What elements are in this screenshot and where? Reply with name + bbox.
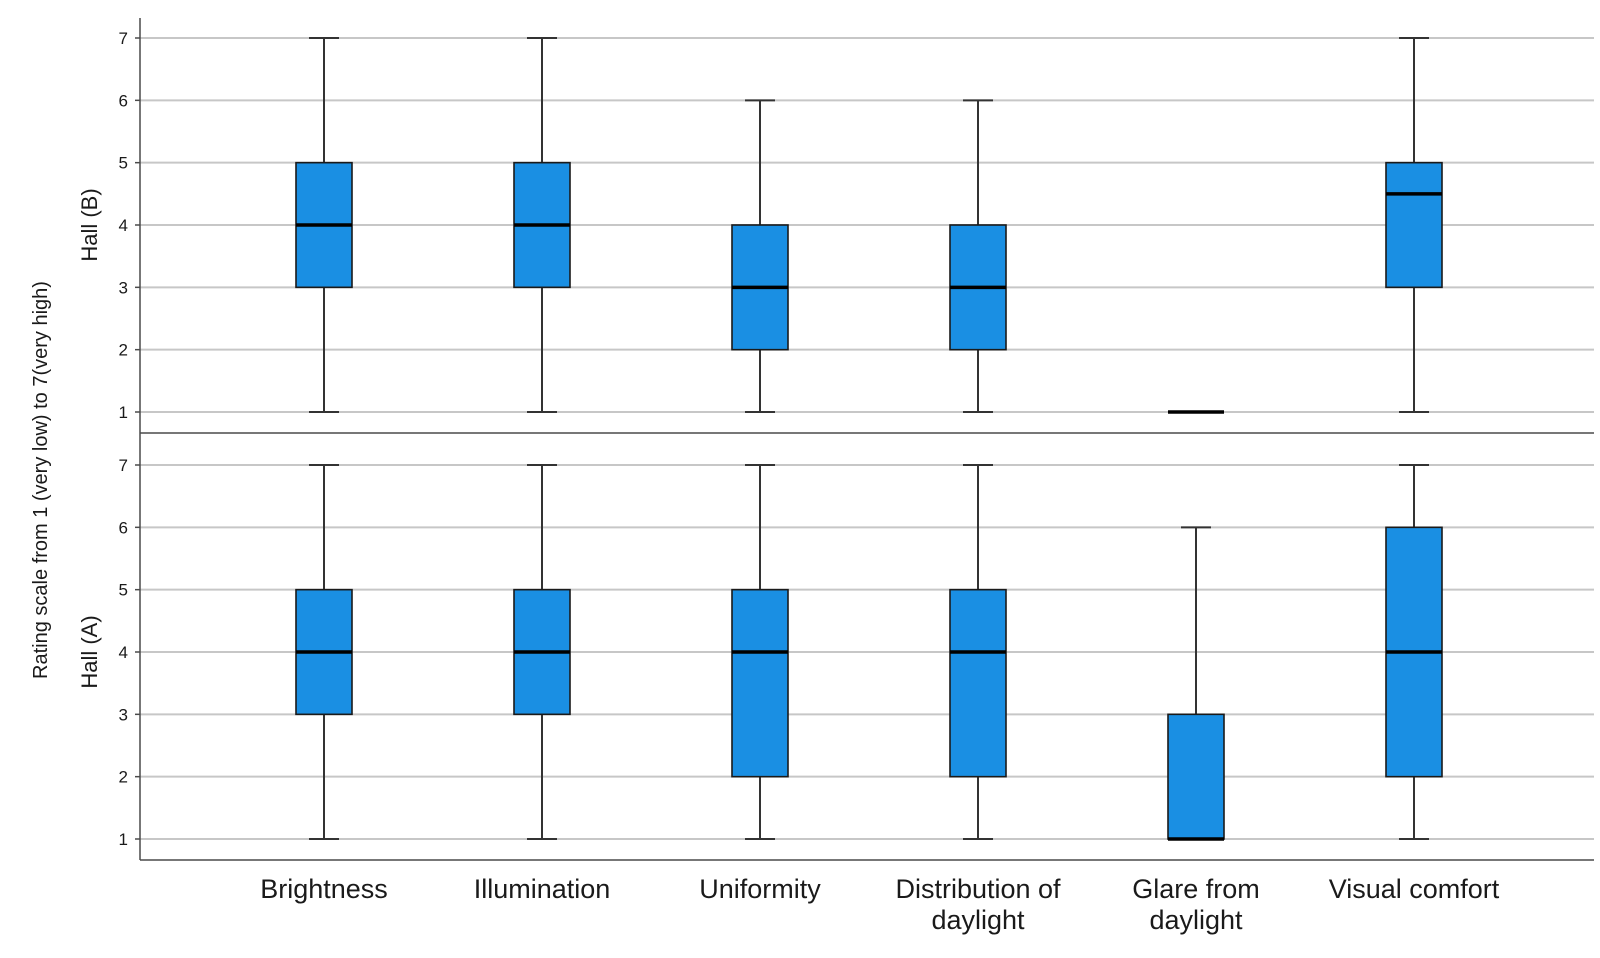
y-tick-label: 4 [119, 643, 128, 662]
iqr-box [1385, 161, 1443, 289]
y-tick-label: 5 [119, 581, 128, 600]
panel-hall-b: 1 2 3 4 5 6 7 Hall (B) [77, 18, 1594, 434]
category-label-line: Illumination [474, 874, 611, 904]
category-label: Glare from daylight [1132, 874, 1260, 935]
panels-layer: 1 2 3 4 5 6 7 Hall (B) 1 2 3 4 5 6 7 Hall (A) [77, 18, 1594, 861]
category-label: Uniformity [699, 874, 821, 904]
box-3 [949, 464, 1007, 840]
y-tick-label: 1 [119, 403, 128, 422]
category-labels: Brightness Illumination Uniformity Distribu… [260, 874, 1500, 935]
y-tick-label: 5 [119, 154, 128, 173]
box-2 [731, 464, 789, 840]
box-5 [1385, 37, 1443, 413]
y-tick-label: 6 [119, 518, 128, 537]
iqr-box [1167, 713, 1225, 840]
box-1 [513, 464, 571, 840]
y-tick-label: 3 [119, 278, 128, 297]
box-0 [295, 464, 353, 840]
box-1 [513, 37, 571, 413]
category-label-line: daylight [1149, 905, 1243, 935]
y-tick-label: 7 [119, 456, 128, 475]
iqr-box [731, 588, 789, 778]
box-0 [295, 37, 353, 413]
category-label: Brightness [260, 874, 388, 904]
y-axis-label: Rating scale from 1 (very low) to 7(very… [30, 281, 52, 679]
category-label-line: Glare from [1132, 874, 1260, 904]
y-tick-label: 1 [119, 830, 128, 849]
category-label: Distribution of daylight [895, 874, 1061, 935]
category-label: Illumination [474, 874, 611, 904]
panel-hall-a: 1 2 3 4 5 6 7 Hall (A) [77, 433, 1594, 861]
y-tick-label: 2 [119, 341, 128, 360]
category-label-line: Visual comfort [1329, 874, 1500, 904]
category-label-line: Distribution of [895, 874, 1061, 904]
panel-label: Hall (A) [77, 615, 102, 688]
box-5 [1385, 464, 1443, 840]
category-label-line: Brightness [260, 874, 388, 904]
y-tick-label: 7 [119, 29, 128, 48]
iqr-box [949, 588, 1007, 778]
y-tick-label: 6 [119, 91, 128, 110]
category-label-line: daylight [931, 905, 1025, 935]
box-2 [731, 99, 789, 413]
box-3 [949, 99, 1007, 413]
box-4 [1167, 526, 1225, 841]
y-tick-label: 4 [119, 216, 128, 235]
y-tick-label: 2 [119, 768, 128, 787]
category-label: Visual comfort [1329, 874, 1500, 904]
y-tick-label: 3 [119, 705, 128, 724]
category-label-line: Uniformity [699, 874, 821, 904]
panel-label: Hall (B) [77, 188, 102, 261]
